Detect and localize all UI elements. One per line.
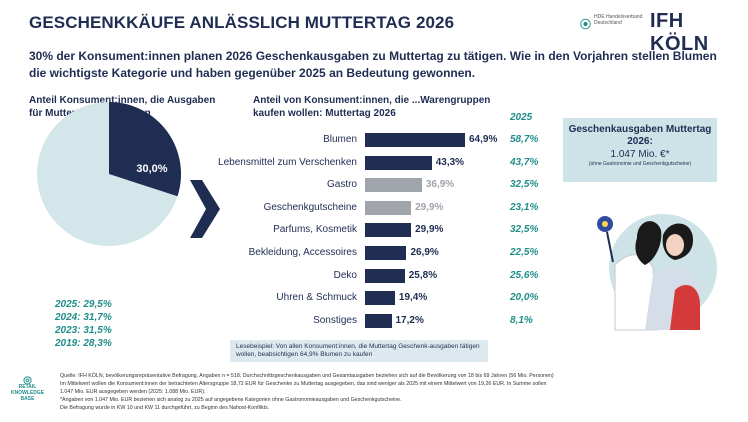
history-2024: 2024: 31,7% [55,312,112,323]
bar-value-label: 29,9% [415,201,444,213]
reading-example: Lesebeispiel: Von allen Konsument:innen,… [230,340,488,362]
bar [365,223,412,238]
history-2025: 2025: 29,5% [55,299,112,310]
bar-value-label: 19,4% [398,292,428,304]
bar-value-label: 64,9% [469,134,498,145]
footer-source: Quelle: IFH KÖLN, bevölkerungsrepräsenta… [60,372,740,412]
mother-daughter-illustration [597,214,717,331]
footer-line: Im Mittelwert wollen die Konsument:innen… [60,381,547,387]
spending-box-value: 1.047 Mio. €* [610,149,670,160]
bar-category-label: Lebensmittel zum Verschenken [218,156,357,168]
value-2025-label: 25,6% [510,269,539,281]
footer-line: Quelle: IFH KÖLN, bevölkerungsrepräsenta… [60,373,554,379]
bar-value-label: 25,8% [408,269,438,281]
value-2025-label: 23,1% [510,201,539,213]
bar-category-label: Bekleidung, Accessoires [248,247,357,258]
pie-value-label: 30,0% [136,163,167,175]
spending-box-title: Geschenkausgaben Muttertag 2026: [568,124,712,147]
bar-category-label: Deko [333,269,357,281]
bar-value-label: 26,9% [410,247,439,258]
bar-category-label: Sonstiges [313,314,357,326]
history-2023: 2023: 31,5% [55,325,112,336]
bar-category-label: Blumen [323,134,357,145]
pie-slice-30 [109,102,182,197]
bar-value-label: 43,3% [435,156,465,168]
value-2025-label: 58,7% [510,134,539,145]
bar-category-label: Parfums, Kosmetik [273,224,357,236]
page-title: GESCHENKKÄUFE ANLÄSSLICH MUTTERTAG 2026 [29,13,455,32]
bar [365,155,432,170]
rkb-logo: ◎ RETAIL KNOWLEDGE BASE [5,375,50,403]
value-2025-label: 8,1% [510,314,533,326]
bar [365,246,407,260]
bar [365,178,422,193]
rkb-logo-text: RETAIL KNOWLEDGE BASE [10,384,45,402]
footer-line: *Angaben von 1.047 Mio. EUR beziehen sic… [60,397,402,403]
hde-logo-icon: ⦿ [580,19,591,31]
bar-heading: Anteil von Konsument:innen, die ...Waren… [253,95,491,119]
hde-logo-text: HDE Handelsverband Deutschland [594,14,643,26]
intro-text: 30% der Konsument:innen planen 2026 Gesc… [29,49,717,80]
bar-category-label: Geschenkgutscheine [263,201,357,213]
footer-line: 1.047 Mio. EUR ausgegeben werden (2025: … [60,389,206,395]
bar-value-label: 29,9% [415,224,444,236]
bar-value-label: 17,2% [395,314,424,326]
bar [365,268,405,283]
value-2025-label: 43,7% [510,156,539,168]
footer-line: Die Befragung wurde in KW 10 und KW 11 d… [60,405,270,411]
value-2025-label: 20,0% [510,292,539,304]
spending-box-note: (ohne Gastronomie und Geschenkgutscheine… [588,161,692,167]
arrow-right-icon [190,180,220,238]
bar [365,291,395,306]
column-2025-header: 2025 [510,112,533,123]
spending-box: Geschenkausgaben Muttertag 2026: 1.047 M… [563,118,717,182]
ifh-logo: IFH KÖLN [650,10,709,55]
bar-category-label: Uhren & Schmuck [276,292,357,304]
history-2019: 2019: 28,3% [55,338,112,349]
bar-value-label: 36,9% [425,179,455,191]
bar [365,200,412,215]
bar [365,133,465,147]
bar [365,313,392,328]
history-values: 2025: 29,5% 2024: 31,7% 2023: 31,5% 2019… [55,298,112,350]
rkb-logo-icon: ◎ [23,375,32,386]
bar-category-label: Gastro [326,179,357,191]
value-2025-label: 32,5% [510,224,539,236]
value-2025-label: 22,5% [510,247,539,258]
value-2025-label: 32,5% [510,179,539,191]
hde-logo: ⦿ HDE Handelsverband Deutschland [580,12,646,38]
